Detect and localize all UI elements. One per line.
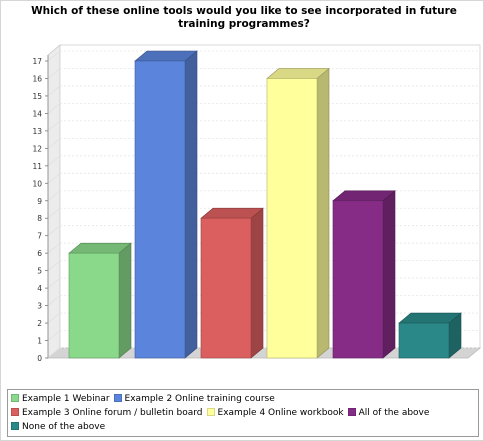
gridline-side xyxy=(47,155,61,167)
gridline-side xyxy=(47,190,61,202)
gridline-side xyxy=(47,225,61,237)
legend-swatch xyxy=(113,394,122,402)
y-tick-label: 5 xyxy=(37,267,42,276)
bar xyxy=(68,252,120,359)
legend-item: Example 2 Online training course xyxy=(113,392,275,406)
legend-swatch xyxy=(11,408,19,416)
gridline-side xyxy=(47,347,61,359)
chart-legend: Example 1 Webinar Example 2 Online traini… xyxy=(7,389,479,437)
y-tick-label: 4 xyxy=(37,284,42,293)
y-tick-label: 1 xyxy=(37,337,42,346)
bar-side xyxy=(316,67,330,359)
legend-label: Example 4 Online workbook xyxy=(217,408,344,418)
legend-item: None of the above xyxy=(11,420,105,434)
legend-item: All of the above xyxy=(347,406,430,420)
y-tick-label: 8 xyxy=(37,214,42,223)
y-tick-label: 2 xyxy=(37,319,42,328)
y-tick-label: 11 xyxy=(32,162,42,171)
plot-side-wall xyxy=(47,44,61,359)
legend-swatch xyxy=(11,422,19,430)
y-tick-label: 16 xyxy=(32,74,42,83)
bar xyxy=(332,200,384,359)
gridline-side xyxy=(47,120,61,132)
legend-item: Example 1 Webinar xyxy=(11,392,110,406)
y-tick-label: 7 xyxy=(37,232,42,241)
legend-swatch xyxy=(206,408,215,416)
bar-side xyxy=(250,207,264,359)
legend-label: None of the above xyxy=(22,422,106,432)
y-tick-label: 0 xyxy=(37,354,42,363)
y-tick-label: 9 xyxy=(37,197,42,206)
bar xyxy=(398,322,450,359)
gridline-side xyxy=(47,277,61,289)
bar xyxy=(266,78,318,359)
gridline-side xyxy=(47,260,61,271)
gridline-side xyxy=(47,138,61,149)
y-tick-label: 10 xyxy=(32,179,42,188)
y-tick-label: 3 xyxy=(37,302,42,311)
bar-side xyxy=(184,50,198,359)
legend-label: Example 1 Webinar xyxy=(22,394,110,404)
legend-label: All of the above xyxy=(358,408,430,418)
bar xyxy=(200,217,252,359)
gridline-side xyxy=(47,312,61,324)
legend-item: Example 4 Online workbook xyxy=(206,406,344,420)
gridline-side xyxy=(47,242,61,254)
gridline-side xyxy=(47,85,61,97)
y-tick-label: 6 xyxy=(37,249,42,258)
gridline-side xyxy=(47,295,61,306)
bar-side xyxy=(382,190,396,359)
gridline-side xyxy=(47,103,61,114)
y-tick-label: 13 xyxy=(32,127,42,136)
y-tick-label: 17 xyxy=(32,57,42,66)
bar-side xyxy=(118,242,132,359)
gridline-side xyxy=(47,172,61,184)
legend-swatch xyxy=(11,394,19,402)
legend-item: Example 3 Online forum / bulletin board xyxy=(11,406,203,420)
chart-title: Which of these online tools would you li… xyxy=(31,5,457,30)
gridline-side xyxy=(47,50,61,62)
y-tick-label: 12 xyxy=(32,144,42,153)
gridline-side xyxy=(47,68,61,79)
bar xyxy=(134,60,186,359)
gridline-side xyxy=(47,330,61,341)
legend-swatch xyxy=(347,408,356,416)
y-tick-label: 15 xyxy=(32,92,42,101)
legend-label: Example 3 Online forum / bulletin board xyxy=(22,408,203,418)
y-tick-label: 14 xyxy=(32,109,42,118)
gridline-side xyxy=(47,207,61,219)
legend-label: Example 2 Online training course xyxy=(124,394,275,404)
